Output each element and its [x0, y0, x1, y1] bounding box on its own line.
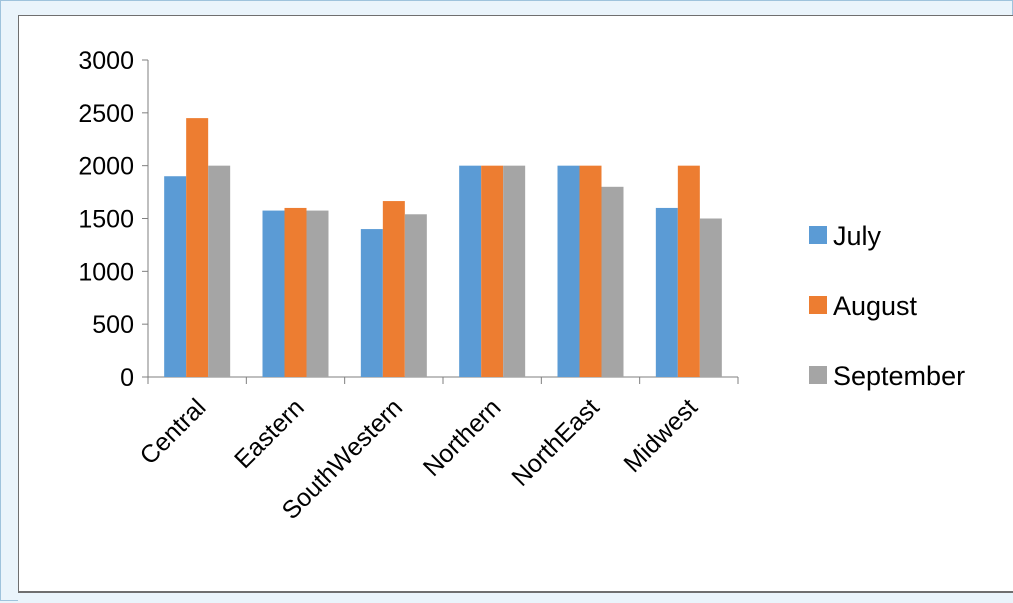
bar-july: [164, 176, 187, 377]
legend-swatch-july: [809, 226, 827, 244]
bar-august: [481, 165, 504, 377]
chart-panel: 0 500 1000 1500 2000 2500 3000 Central Eastern S…: [18, 15, 1013, 592]
legend-label-september: September: [833, 361, 965, 391]
bar-july: [360, 229, 383, 377]
y-tick-label: 2000: [78, 153, 134, 181]
bar-july: [459, 165, 482, 377]
x-tick-label: Northern: [418, 393, 507, 482]
x-tick-label: Eastern: [229, 393, 310, 474]
legend: July August September: [809, 221, 965, 391]
y-tick-label: 2500: [78, 100, 134, 128]
bar-september: [306, 210, 329, 377]
y-tick-label: 1500: [78, 206, 134, 234]
y-tick-label: 1000: [78, 258, 134, 286]
y-tick-label: 0: [120, 364, 134, 392]
y-tick-label: 3000: [78, 47, 134, 75]
bars: [164, 118, 722, 377]
bar-july: [655, 207, 678, 377]
legend-swatch-september: [809, 366, 827, 384]
bar-september: [208, 165, 231, 377]
bar-august: [579, 165, 602, 377]
bar-august: [284, 207, 307, 377]
bar-september: [601, 186, 624, 377]
bar-september: [503, 165, 526, 377]
x-tick-label: Central: [135, 393, 212, 470]
bar-july: [262, 210, 285, 377]
x-tick-label: Midwest: [618, 393, 703, 478]
bar-august: [677, 165, 700, 377]
bar-september: [404, 214, 427, 377]
x-tick-label: NorthEast: [506, 393, 604, 491]
y-axis: 0 500 1000 1500 2000 2500 3000: [78, 47, 149, 392]
bar-august: [186, 118, 209, 377]
bar-july: [557, 165, 580, 377]
legend-swatch-august: [809, 296, 827, 314]
y-tick-label: 500: [92, 311, 134, 339]
legend-label-july: July: [833, 221, 882, 251]
bar-september: [699, 218, 722, 377]
legend-label-august: August: [833, 291, 918, 321]
bottom-strip: [18, 592, 1013, 603]
bar-august: [382, 201, 405, 377]
